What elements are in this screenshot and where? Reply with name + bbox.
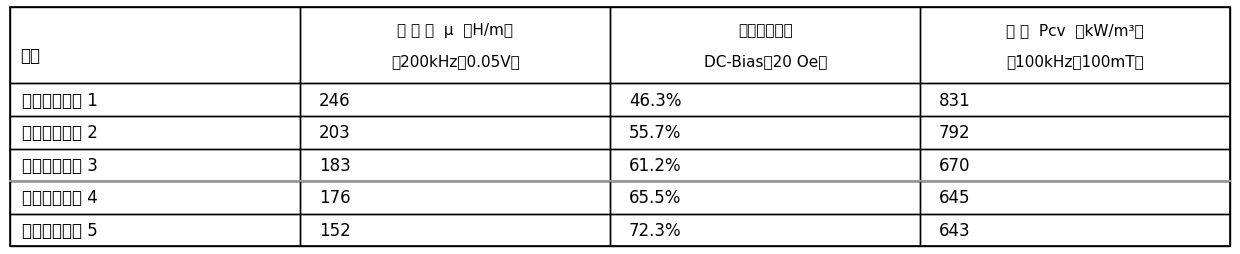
Bar <box>10 181 300 214</box>
Text: 本发明实施例 3: 本发明实施例 3 <box>22 156 98 174</box>
Bar <box>610 214 920 246</box>
Bar <box>610 84 920 117</box>
Text: 643: 643 <box>939 221 971 239</box>
Bar <box>300 214 610 246</box>
Text: 72.3%: 72.3% <box>629 221 682 239</box>
Text: DC-Bias（20 Oe）: DC-Bias（20 Oe） <box>703 54 827 69</box>
Text: 本发明实施例 1: 本发明实施例 1 <box>22 91 98 109</box>
Text: 203: 203 <box>319 124 351 142</box>
Bar <box>10 214 300 246</box>
Text: 246: 246 <box>319 91 351 109</box>
Bar <box>10 8 300 84</box>
Text: 损 耗  Pcv  （kW/m³）: 损 耗 Pcv （kW/m³） <box>1007 23 1145 38</box>
Bar <box>610 117 920 149</box>
Bar <box>10 84 300 117</box>
Text: 831: 831 <box>939 91 971 109</box>
Text: 本发明实施例 4: 本发明实施例 4 <box>22 189 98 207</box>
Text: 61.2%: 61.2% <box>629 156 682 174</box>
Text: 直流叠加特性: 直流叠加特性 <box>738 23 792 38</box>
Bar <box>920 8 1230 84</box>
Bar <box>300 8 610 84</box>
Bar <box>920 117 1230 149</box>
Bar <box>920 149 1230 181</box>
Text: （100kHz，100mT）: （100kHz，100mT） <box>1006 54 1145 69</box>
Text: （200kHz，0.05V）: （200kHz，0.05V） <box>391 54 520 69</box>
Bar <box>300 181 610 214</box>
Bar <box>610 149 920 181</box>
Bar <box>920 181 1230 214</box>
Bar <box>300 84 610 117</box>
Text: 65.5%: 65.5% <box>629 189 681 207</box>
Bar <box>610 181 920 214</box>
Text: 编号: 编号 <box>20 47 40 65</box>
Text: 46.3%: 46.3% <box>629 91 681 109</box>
Text: 55.7%: 55.7% <box>629 124 681 142</box>
Bar <box>920 214 1230 246</box>
Bar <box>300 149 610 181</box>
Bar <box>300 117 610 149</box>
Text: 磁 导 率  μ  （H/m）: 磁 导 率 μ （H/m） <box>397 23 513 38</box>
Text: 176: 176 <box>319 189 351 207</box>
Text: 本发明实施例 2: 本发明实施例 2 <box>22 124 98 142</box>
Bar <box>920 84 1230 117</box>
Bar <box>10 149 300 181</box>
Text: 645: 645 <box>939 189 970 207</box>
Bar <box>610 8 920 84</box>
Text: 670: 670 <box>939 156 970 174</box>
Text: 本发明实施例 5: 本发明实施例 5 <box>22 221 98 239</box>
Text: 792: 792 <box>939 124 971 142</box>
Text: 183: 183 <box>319 156 351 174</box>
Text: 152: 152 <box>319 221 351 239</box>
Bar <box>10 117 300 149</box>
